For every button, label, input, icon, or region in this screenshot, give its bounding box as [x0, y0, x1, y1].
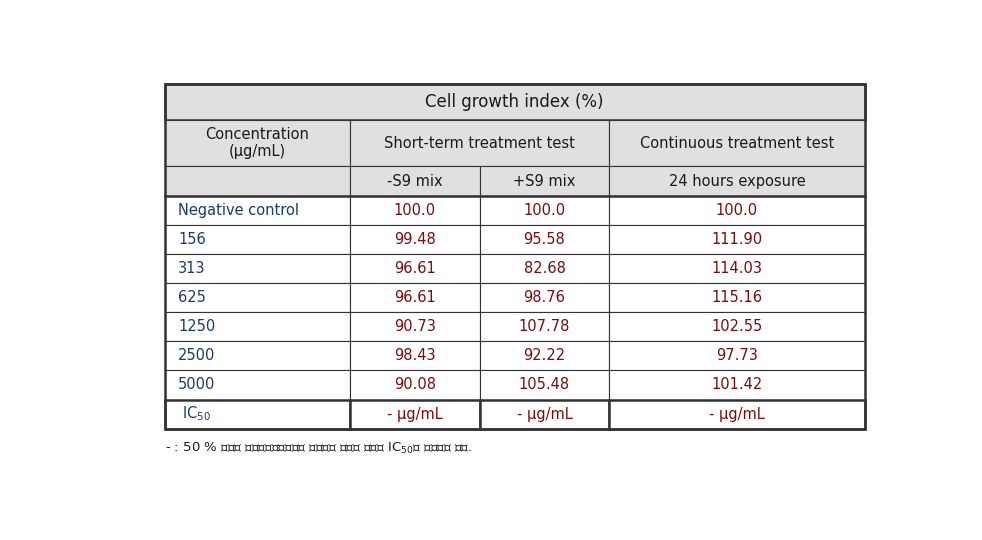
- Text: 82.68: 82.68: [523, 261, 566, 276]
- Bar: [479, 370, 609, 400]
- Text: 625: 625: [179, 290, 206, 305]
- Text: 102.55: 102.55: [711, 319, 763, 334]
- Bar: [165, 120, 351, 166]
- Bar: [479, 283, 609, 312]
- Text: Continuous treatment test: Continuous treatment test: [640, 136, 834, 151]
- Text: 115.16: 115.16: [712, 290, 762, 305]
- Bar: [351, 166, 479, 195]
- Bar: [165, 225, 351, 254]
- Bar: [165, 254, 351, 283]
- Text: 156: 156: [179, 232, 206, 247]
- Bar: [609, 341, 865, 370]
- Bar: [351, 400, 479, 429]
- Text: 95.58: 95.58: [523, 232, 566, 247]
- Text: Cell growth index (%): Cell growth index (%): [425, 93, 604, 111]
- Text: - μg/mL: - μg/mL: [387, 407, 443, 422]
- Text: +S9 mix: +S9 mix: [514, 173, 575, 188]
- Text: 24 hours exposure: 24 hours exposure: [669, 173, 805, 188]
- Text: 313: 313: [179, 261, 206, 276]
- Text: 100.0: 100.0: [394, 202, 436, 218]
- Bar: [165, 400, 351, 429]
- Text: 92.22: 92.22: [523, 348, 566, 363]
- Bar: [479, 166, 609, 195]
- Bar: [165, 84, 865, 429]
- Text: 2500: 2500: [179, 348, 216, 363]
- Text: - : 50 % 이상의 세포증식억제용량은 관찰되지 않았기 때문에 IC$_{50}$은 산출하지 않음.: - : 50 % 이상의 세포증식억제용량은 관찰되지 않았기 때문에 IC$_…: [165, 441, 472, 456]
- Bar: [609, 283, 865, 312]
- Bar: [351, 195, 479, 225]
- Bar: [351, 370, 479, 400]
- Bar: [165, 341, 351, 370]
- Text: 90.73: 90.73: [394, 319, 436, 334]
- Text: 98.76: 98.76: [523, 290, 566, 305]
- Text: - μg/mL: - μg/mL: [709, 407, 765, 422]
- Text: Short-term treatment test: Short-term treatment test: [384, 136, 575, 151]
- Bar: [351, 283, 479, 312]
- Bar: [609, 120, 865, 166]
- Text: 107.78: 107.78: [518, 319, 571, 334]
- Text: 100.0: 100.0: [523, 202, 566, 218]
- Bar: [609, 312, 865, 341]
- Text: 105.48: 105.48: [518, 377, 570, 393]
- Text: Negative control: Negative control: [179, 202, 300, 218]
- Bar: [165, 195, 351, 225]
- Bar: [479, 400, 609, 429]
- Bar: [165, 370, 351, 400]
- Text: 97.73: 97.73: [716, 348, 758, 363]
- Text: - μg/mL: - μg/mL: [517, 407, 573, 422]
- Bar: [351, 120, 609, 166]
- Bar: [479, 195, 609, 225]
- Bar: [479, 312, 609, 341]
- Bar: [165, 312, 351, 341]
- Text: 96.61: 96.61: [394, 290, 436, 305]
- Text: -S9 mix: -S9 mix: [387, 173, 443, 188]
- Bar: [351, 254, 479, 283]
- Text: 96.61: 96.61: [394, 261, 436, 276]
- Text: 90.08: 90.08: [394, 377, 436, 393]
- Bar: [609, 370, 865, 400]
- Bar: [351, 225, 479, 254]
- Text: Concentration
(μg/mL): Concentration (μg/mL): [205, 127, 309, 159]
- Text: 101.42: 101.42: [711, 377, 763, 393]
- Bar: [351, 341, 479, 370]
- Bar: [165, 283, 351, 312]
- Bar: [609, 225, 865, 254]
- Text: 98.43: 98.43: [394, 348, 436, 363]
- Bar: [351, 312, 479, 341]
- Bar: [165, 84, 865, 120]
- Text: 99.48: 99.48: [394, 232, 436, 247]
- Text: 1250: 1250: [179, 319, 216, 334]
- Bar: [479, 341, 609, 370]
- Text: 5000: 5000: [179, 377, 216, 393]
- Bar: [609, 166, 865, 195]
- Bar: [479, 254, 609, 283]
- Text: 100.0: 100.0: [716, 202, 758, 218]
- Bar: [609, 195, 865, 225]
- Bar: [165, 166, 351, 195]
- Bar: [609, 400, 865, 429]
- Text: 111.90: 111.90: [711, 232, 763, 247]
- Text: IC$_{50}$: IC$_{50}$: [182, 404, 211, 423]
- Bar: [479, 225, 609, 254]
- Text: 114.03: 114.03: [712, 261, 762, 276]
- Bar: [609, 254, 865, 283]
